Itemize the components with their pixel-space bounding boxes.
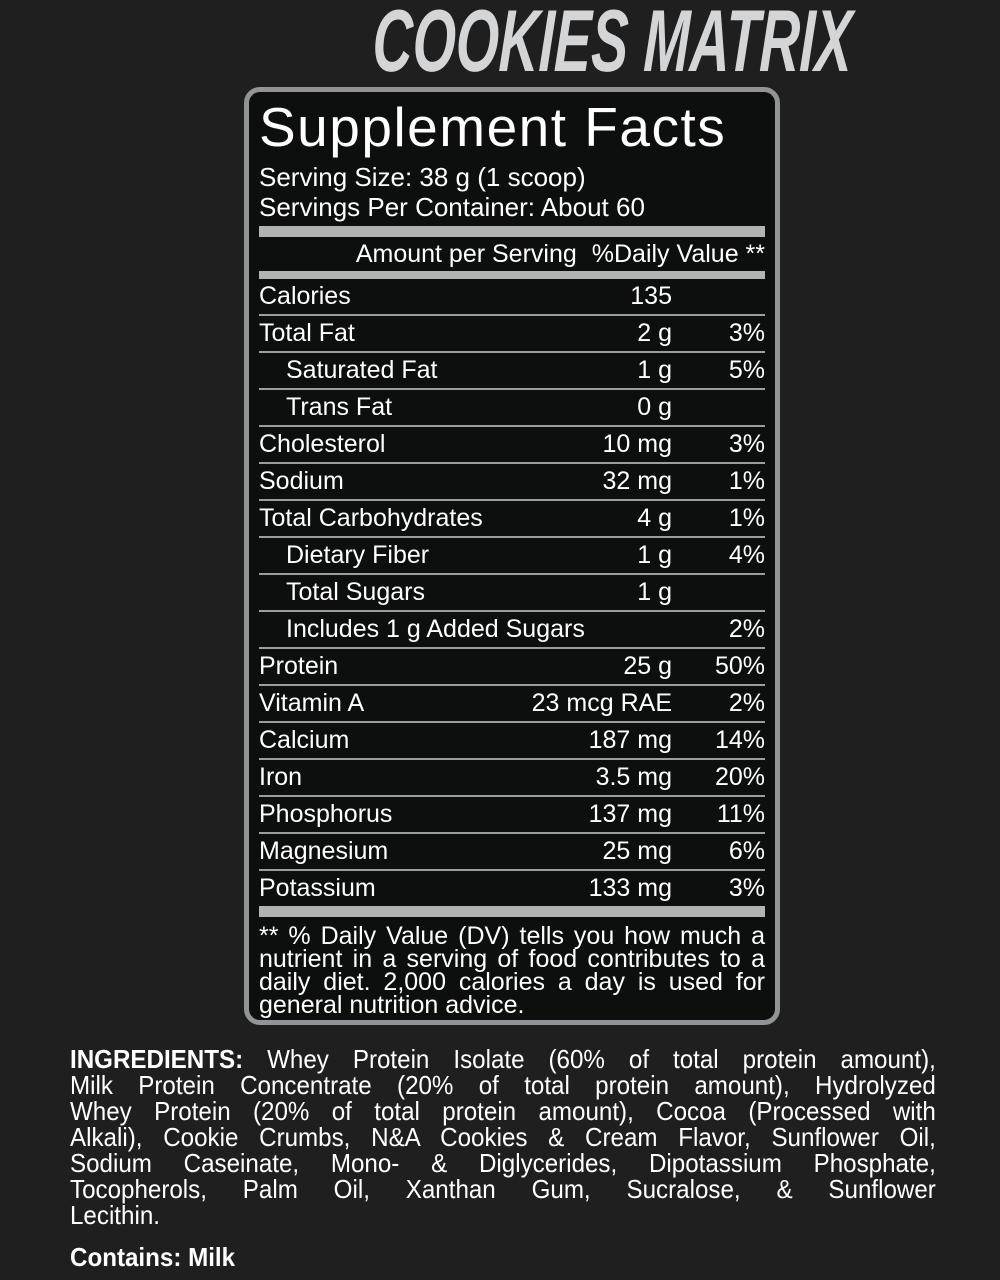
nutrient-amount: 1 g [637, 356, 672, 384]
nutrient-name: Total Carbohydrates [259, 504, 483, 532]
nutrient-daily-value: 3% [728, 874, 765, 902]
nutrient-name: Trans Fat [286, 393, 393, 421]
nutrient-daily-value: 3% [728, 430, 765, 458]
nutrient-daily-value: 11% [716, 800, 765, 828]
nutrient-name: Calories [259, 282, 351, 310]
nutrient-daily-value: 2% [728, 689, 765, 717]
nutrient-amount: 3.5 mg [595, 763, 672, 791]
nutrient-daily-value: 2% [728, 615, 765, 643]
nutrient-row: Potassium 133 mg 3% [259, 871, 765, 906]
nutrient-name: Total Fat [259, 319, 355, 347]
nutrient-name: Sodium [259, 467, 344, 495]
nutrient-row: Phosphorus 137 mg 11% [259, 797, 765, 834]
nutrient-name: Calcium [259, 726, 350, 754]
footnote-line: daily diet. 2,000 calories a day is used… [259, 968, 765, 996]
ingredients-line: Lecithin. [70, 1200, 160, 1230]
nutrient-row: Calcium 187 mg 14% [259, 723, 765, 760]
nutrient-row: Magnesium 25 mg 6% [259, 834, 765, 871]
footnote-line: general nutrition advice. [259, 991, 525, 1019]
nutrient-amount: 133 mg [588, 874, 672, 902]
servings-per-container: Servings Per Container: About 60 [259, 192, 645, 222]
footnote-line: nutrient in a serving of food contribute… [259, 945, 765, 973]
nutrient-row: Total Carbohydrates 4 g 1% [259, 501, 765, 538]
nutrient-amount: 32 mg [602, 467, 672, 495]
nutrient-name: Saturated Fat [286, 356, 438, 384]
ingredients-line: Tocopherols, Palm Oil, Xanthan Gum, Sucr… [70, 1174, 936, 1204]
serving-info: Serving Size: 38 g (1 scoop) Servings Pe… [259, 162, 765, 222]
nutrient-amount: 1 g [637, 541, 672, 569]
nutrient-name: Dietary Fiber [286, 541, 430, 569]
nutrient-row: Trans Fat 0 g [259, 390, 765, 427]
nutrient-amount: 1 g [637, 578, 672, 606]
nutrient-row: Calories 135 [259, 279, 765, 316]
daily-value-label: %Daily Value ** [591, 240, 765, 268]
nutrient-daily-value: 6% [728, 837, 765, 865]
nutrient-daily-value: 5% [728, 356, 765, 384]
serving-size: Serving Size: 38 g (1 scoop) [259, 162, 586, 192]
nutrient-name: Phosphorus [259, 800, 393, 828]
nutrient-amount: 2 g [637, 319, 672, 347]
amount-per-serving-label: Amount per Serving [355, 240, 577, 268]
divider-bar-bottom [259, 906, 765, 917]
nutrient-row: Saturated Fat 1 g 5% [259, 353, 765, 390]
footnote: ** % Daily Value (DV) tells you how much… [259, 922, 765, 1019]
ingredients-text: INGREDIENTS: Whey Protein Isolate (60% o… [70, 1046, 936, 1228]
supplement-facts-panel: Supplement Facts Serving Size: 38 g (1 s… [244, 87, 780, 1025]
nutrient-daily-value: 50% [714, 652, 765, 680]
facts-rows: Calories 135 Total Fat 2 g 3% Saturated … [259, 279, 765, 906]
nutrient-name: Potassium [259, 874, 376, 902]
column-header: Amount per Serving %Daily Value ** [259, 237, 765, 271]
nutrient-name: Magnesium [259, 837, 389, 865]
nutrient-row: Protein 25 g 50% [259, 649, 765, 686]
nutrient-row: Includes 1 g Added Sugars 2% [259, 612, 765, 649]
nutrient-amount: 25 mg [602, 837, 672, 865]
nutrient-amount: 10 mg [602, 430, 672, 458]
brand-title-wrap: COOKIES MATRIX [232, 0, 854, 90]
nutrient-row: Total Sugars 1 g [259, 575, 765, 612]
nutrient-row: Total Fat 2 g 3% [259, 316, 765, 353]
ingredients-section: INGREDIENTS: Whey Protein Isolate (60% o… [70, 1046, 1000, 1271]
ingredients-condensed: INGREDIENTS: Whey Protein Isolate (60% o… [70, 1046, 936, 1271]
facts-title: Supplement Facts [259, 96, 727, 158]
nutrient-name: Iron [259, 763, 303, 791]
nutrient-row: Iron 3.5 mg 20% [259, 760, 765, 797]
nutrient-row: Cholesterol 10 mg 3% [259, 427, 765, 464]
contains-statement: Contains: Milk [70, 1242, 236, 1272]
nutrient-daily-value: 3% [728, 319, 765, 347]
divider-bar-top [259, 226, 765, 237]
nutrient-amount: 135 [630, 282, 672, 310]
nutrient-name: Includes 1 g Added Sugars [286, 615, 585, 643]
nutrient-name: Protein [259, 652, 339, 680]
nutrient-daily-value: 14% [714, 726, 765, 754]
nutrient-daily-value: 4% [728, 541, 765, 569]
nutrient-name: Vitamin A [259, 689, 365, 717]
footnote-line: ** % Daily Value (DV) tells you how much… [259, 922, 765, 950]
nutrient-row: Vitamin A 23 mcg RAE 2% [259, 686, 765, 723]
nutrient-row: Sodium 32 mg 1% [259, 464, 765, 501]
nutrient-amount: 25 g [623, 652, 672, 680]
ingredients-line: Whey Protein (20% of total protein amoun… [70, 1096, 936, 1126]
nutrient-amount: 23 mcg RAE [531, 689, 672, 717]
ingredients-line: Alkali), Cookie Crumbs, N&A Cookies & Cr… [70, 1122, 936, 1152]
ingredients-line: Sodium Caseinate, Mono- & Diglycerides, … [70, 1148, 936, 1178]
ingredients-line: INGREDIENTS: Whey Protein Isolate (60% o… [70, 1044, 936, 1074]
nutrient-name: Total Sugars [286, 578, 425, 606]
nutrient-daily-value: 1% [728, 504, 765, 532]
nutrient-row: Dietary Fiber 1 g 4% [259, 538, 765, 575]
ingredients-label: INGREDIENTS: [70, 1044, 244, 1074]
ingredients-line: Milk Protein Concentrate (20% of total p… [70, 1070, 936, 1100]
nutrient-amount: 187 mg [588, 726, 672, 754]
nutrient-amount: 137 mg [588, 800, 672, 828]
nutrient-amount: 0 g [637, 393, 672, 421]
nutrient-name: Cholesterol [259, 430, 386, 458]
nutrient-daily-value: 20% [714, 763, 765, 791]
nutrient-daily-value: 1% [728, 467, 765, 495]
brand-title: COOKIES MATRIX [371, 0, 854, 90]
divider-bar-header [259, 271, 765, 279]
nutrient-amount: 4 g [637, 504, 672, 532]
